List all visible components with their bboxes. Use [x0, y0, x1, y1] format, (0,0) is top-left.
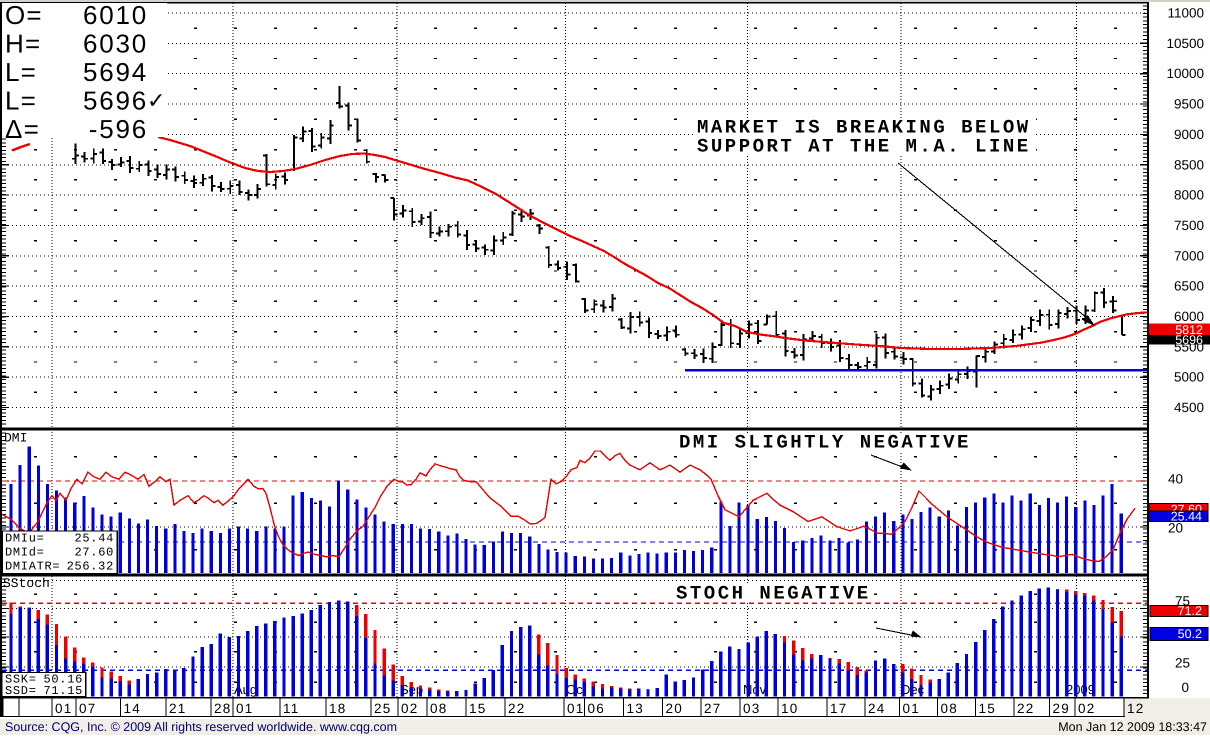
svg-text:L=: L= [5, 57, 37, 87]
svg-text:03: 03 [743, 701, 760, 716]
svg-text:06: 06 [588, 701, 605, 716]
svg-text:17: 17 [830, 701, 847, 716]
svg-text:MARKET IS BREAKING BELOW: MARKET IS BREAKING BELOW [697, 117, 1031, 139]
svg-text:15: 15 [469, 701, 486, 716]
svg-text:STOCH NEGATIVE: STOCH NEGATIVE [676, 582, 871, 604]
svg-text:6500: 6500 [1174, 279, 1204, 294]
svg-text:H=: H= [5, 29, 41, 59]
svg-text:8500: 8500 [1174, 157, 1204, 172]
svg-text:Source: CQG, Inc. © 2009 All r: Source: CQG, Inc. © 2009 All rights rese… [5, 720, 397, 734]
svg-text:5696: 5696 [1175, 333, 1203, 347]
svg-text:SUPPORT AT THE M.A. LINE: SUPPORT AT THE M.A. LINE [697, 136, 1031, 158]
svg-text:Δ=: Δ= [5, 114, 40, 144]
svg-text:7500: 7500 [1174, 218, 1204, 233]
svg-text:01: 01 [55, 701, 72, 716]
svg-text:02: 02 [1078, 701, 1095, 716]
svg-text:DMIATR=: DMIATR= [5, 559, 60, 573]
svg-text:✓: ✓ [147, 88, 165, 113]
svg-text:6010: 6010 [83, 0, 148, 30]
svg-text:50.16: 50.16 [43, 672, 83, 686]
svg-text:10500: 10500 [1166, 36, 1204, 51]
svg-text:01: 01 [567, 701, 584, 716]
svg-text:71.15: 71.15 [43, 684, 83, 698]
svg-text:25: 25 [1175, 656, 1190, 671]
svg-text:O=: O= [5, 0, 43, 30]
svg-text:27: 27 [704, 701, 721, 716]
svg-text:08: 08 [430, 701, 447, 716]
svg-text:01: 01 [903, 701, 920, 716]
svg-text:DMId=: DMId= [5, 545, 45, 559]
svg-text:22: 22 [1017, 701, 1034, 716]
svg-text:29: 29 [1053, 701, 1070, 716]
svg-text:6030: 6030 [83, 29, 148, 59]
svg-text:25.44: 25.44 [74, 531, 114, 545]
svg-text:SStoch: SStoch [3, 576, 50, 591]
svg-text:DMI SLIGHTLY NEGATIVE: DMI SLIGHTLY NEGATIVE [679, 431, 971, 453]
svg-text:10000: 10000 [1166, 66, 1204, 81]
svg-text:25.44: 25.44 [1171, 509, 1202, 523]
svg-text:DMIu=: DMIu= [5, 531, 45, 545]
svg-text:18: 18 [329, 701, 346, 716]
svg-text:6000: 6000 [1174, 309, 1204, 324]
svg-text:20: 20 [666, 701, 683, 716]
svg-text:5000: 5000 [1174, 370, 1204, 385]
svg-text:11: 11 [283, 701, 299, 716]
svg-text:-596: -596 [89, 114, 148, 144]
svg-text:20: 20 [1168, 521, 1183, 536]
svg-text:08: 08 [941, 701, 958, 716]
svg-text:27.60: 27.60 [74, 545, 114, 559]
svg-text:12: 12 [1127, 701, 1144, 716]
svg-text:2009: 2009 [1066, 682, 1095, 697]
svg-text:07: 07 [79, 701, 96, 716]
svg-text:5694: 5694 [83, 57, 148, 87]
svg-text:21: 21 [169, 701, 186, 716]
svg-text:11000: 11000 [1167, 6, 1204, 21]
svg-text:5812: 5812 [1175, 323, 1203, 337]
svg-text:27.60: 27.60 [1171, 503, 1202, 517]
svg-text:15: 15 [979, 701, 996, 716]
svg-text:5696: 5696 [83, 85, 148, 115]
svg-text:Mon Jan 12 2009 18:33:47: Mon Jan 12 2009 18:33:47 [1058, 720, 1207, 734]
svg-text:24: 24 [868, 701, 885, 716]
svg-text:0: 0 [1181, 680, 1189, 695]
svg-text:40: 40 [1168, 472, 1183, 487]
svg-text:8000: 8000 [1174, 188, 1204, 203]
svg-text:75: 75 [1175, 594, 1190, 609]
svg-text:4500: 4500 [1174, 400, 1204, 415]
svg-text:10: 10 [781, 701, 798, 716]
svg-text:02: 02 [401, 701, 418, 716]
svg-text:7000: 7000 [1174, 248, 1204, 263]
svg-text:14: 14 [124, 701, 141, 716]
svg-text:50.2: 50.2 [1178, 627, 1202, 641]
svg-text:256.32: 256.32 [67, 559, 114, 573]
svg-text:71.2: 71.2 [1178, 604, 1202, 618]
svg-text:01: 01 [236, 701, 253, 716]
svg-text:22: 22 [508, 701, 525, 716]
svg-text:25: 25 [374, 701, 391, 716]
svg-text:28: 28 [214, 701, 231, 716]
svg-text:9000: 9000 [1174, 127, 1204, 142]
svg-text:13: 13 [627, 701, 644, 716]
svg-text:9500: 9500 [1174, 97, 1204, 112]
svg-text:DMI: DMI [4, 431, 27, 446]
svg-text:SSD=: SSD= [5, 684, 37, 698]
svg-text:L=: L= [5, 85, 37, 115]
svg-text:SSK=: SSK= [5, 672, 37, 686]
